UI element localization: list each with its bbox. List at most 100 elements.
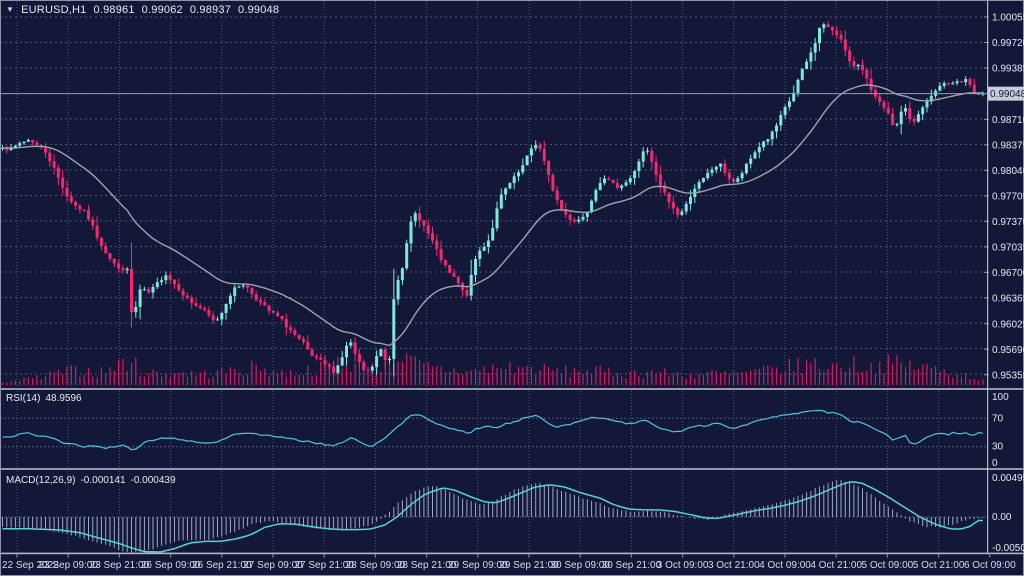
volume-bar [161,376,163,385]
candle-body [482,246,486,251]
candle-body [422,220,426,226]
candle-body [332,366,336,373]
volume-bar [320,361,322,385]
volume-bar [277,373,279,385]
panel-separator[interactable] [0,388,1024,390]
candle-body [435,240,439,249]
volume-bar [229,367,231,385]
volume-bar [70,365,72,385]
candle-body [26,139,30,142]
volume-bar [552,370,554,385]
candle-body [658,174,662,186]
macd-signal-layer [2,481,983,553]
candle-body [31,139,35,143]
time-axis-label: 29 Sep 09:00 [448,560,508,571]
candle-body [293,330,297,335]
candle-body [130,268,133,313]
time-axis-label: 28 Sep 09:00 [346,560,406,571]
volume-bar [371,363,373,385]
volume-bar [879,361,881,385]
candle-body [534,144,538,149]
candle-body [74,202,78,206]
candle-body [409,221,413,244]
candle-body [598,183,602,191]
volume-bar [341,368,343,385]
candle-body [405,243,409,269]
volume-bar [388,363,391,385]
candle-body [173,279,176,285]
volume-bar [53,372,55,385]
candle-body [375,356,379,367]
candle-body [323,359,327,365]
volume-bar [492,364,494,385]
candle-body [495,208,499,229]
candle-body [796,79,800,93]
candle-body [340,357,344,366]
volume-bar [397,361,399,385]
candle-body [216,319,219,321]
candle-body [362,362,366,370]
candle-body [727,172,731,179]
time-axis-label: 23 Sep 09:00 [38,560,98,571]
volume-bar [586,370,588,385]
price-axis-label: 0.96365 [992,293,1024,304]
panel-separator[interactable] [0,552,1024,555]
candle-body [284,318,288,328]
volume-bar [595,366,597,385]
volume-bar [685,378,687,385]
volume-bar [775,367,778,385]
candle-body [220,312,224,320]
candle-body [916,114,920,122]
volume-bar [96,377,98,385]
candle-body [667,192,671,202]
volume-bar [763,366,765,385]
volume-bar [548,367,550,385]
volume-bar [105,373,107,385]
volume-bar [315,375,317,385]
volume-bar [625,378,627,385]
candle-body [529,148,533,156]
candle-body [452,272,456,277]
volume-bar [406,353,408,385]
rsi-axis-label: 70 [992,413,1004,424]
volume-bar [500,368,502,385]
volume-bar [952,377,954,385]
rsi-axis[interactable]: 100 70 30 0 [992,392,1009,469]
volume-bar [470,370,472,385]
volume-bar [453,368,455,385]
candle-body [710,169,714,173]
volume-bar [681,376,683,385]
candle-body [904,108,907,112]
volume-bar [358,362,360,385]
candle-body [138,289,142,307]
volume-bar [423,362,425,385]
volume-bar [204,370,206,385]
rsi-line-path [2,409,983,451]
volume-bar [917,368,919,385]
candle-body [400,268,404,281]
volume-bar [264,368,266,385]
candle-body [246,285,250,288]
candle-body [568,214,572,220]
candle-body [603,178,606,184]
volume-bar [892,363,894,385]
candle-body [800,69,804,80]
volume-bar [255,364,257,385]
panel-separator[interactable] [0,468,1024,470]
price-axis-border [987,0,989,553]
volume-bar [956,374,958,385]
price-axis-label: 0.95355 [992,370,1024,381]
volume-bar [350,372,352,385]
candle-body [895,124,899,126]
volume-bar [118,359,120,385]
volume-bar [307,365,309,385]
candle-body [65,187,69,197]
volume-bar [677,372,679,385]
candle-body [267,305,271,311]
candle-body [628,178,632,183]
